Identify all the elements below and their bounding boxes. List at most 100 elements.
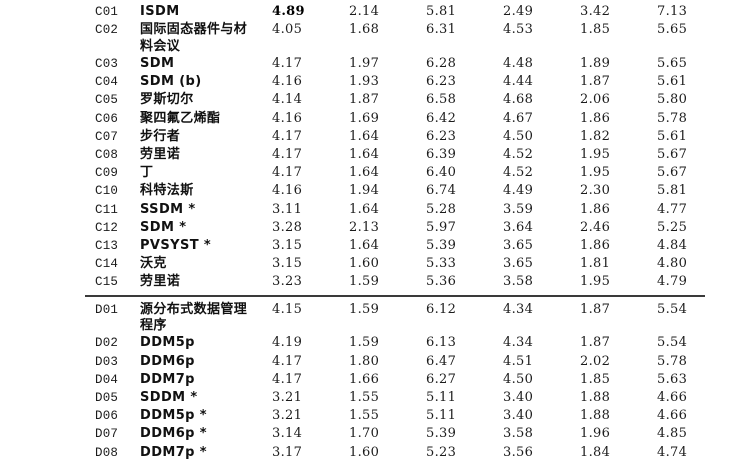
row-value: 5.80 <box>657 92 688 108</box>
row-value: 5.97 <box>426 219 457 235</box>
table-row: D03 DDM6p 4.17 1.80 6.47 4.51 2.02 5.78 <box>85 353 705 371</box>
table-row: C01 ISDM 4.89 2.14 5.81 2.49 3.42 7.13 <box>85 3 705 21</box>
row-value: 6.12 <box>426 301 457 317</box>
row-value: 2.46 <box>580 219 611 235</box>
row-value: 5.39 <box>426 238 457 254</box>
row-code: D05 <box>95 391 119 406</box>
table-row: D06 DDM5p * 3.21 1.55 5.11 3.40 1.88 4.66 <box>85 407 705 425</box>
row-value: 5.78 <box>657 110 688 126</box>
table-row: C08 劳里诺 4.17 1.64 6.39 4.52 1.95 5.67 <box>85 146 705 164</box>
row-code: D07 <box>95 427 119 442</box>
row-code: D04 <box>95 372 119 387</box>
table-row: C09 丁 4.17 1.64 6.40 4.52 1.95 5.67 <box>85 164 705 182</box>
row-value: 3.58 <box>503 426 534 442</box>
table-row: C06 聚四氟乙烯酯 4.16 1.69 6.42 4.67 1.86 5.78 <box>85 110 705 128</box>
row-value: 1.55 <box>349 390 380 406</box>
row-value: 3.64 <box>503 219 534 235</box>
row-value: 1.95 <box>580 165 611 181</box>
row-value: 5.67 <box>657 165 688 181</box>
row-name: DDM7p * <box>140 444 207 460</box>
row-value: 1.59 <box>349 274 380 290</box>
row-value: 5.36 <box>426 274 457 290</box>
row-value: 1.96 <box>580 426 611 442</box>
row-value: 1.87 <box>580 335 611 351</box>
row-value: 2.30 <box>580 183 611 199</box>
row-value: 1.55 <box>349 408 380 424</box>
row-code: C02 <box>95 23 119 38</box>
table-row: C14 沃克 3.15 1.60 5.33 3.65 1.81 4.80 <box>85 255 705 273</box>
row-value: 5.54 <box>657 335 688 351</box>
row-name: DDM5p * <box>140 408 207 424</box>
row-value: 1.95 <box>580 147 611 163</box>
table-row: C05 罗斯切尔 4.14 1.87 6.58 4.68 2.06 5.80 <box>85 91 705 109</box>
table-row: D02 DDM5p 4.19 1.59 6.13 4.34 1.87 5.54 <box>85 334 705 352</box>
row-value: 7.13 <box>657 4 688 19</box>
row-value: 1.85 <box>580 22 611 38</box>
row-value: 4.17 <box>272 165 303 181</box>
row-value: 3.17 <box>272 444 303 460</box>
table-row: D04 DDM7p 4.17 1.66 6.27 4.50 1.85 5.63 <box>85 371 705 389</box>
row-value: 3.42 <box>580 4 611 19</box>
row-value: 4.34 <box>503 301 534 317</box>
row-value: 3.28 <box>272 219 303 235</box>
row-value: 4.52 <box>503 165 534 181</box>
row-value: 1.86 <box>580 201 611 217</box>
row-value: 3.40 <box>503 408 534 424</box>
row-value: 1.64 <box>349 165 380 181</box>
row-value: 3.23 <box>272 274 303 290</box>
row-value: 5.63 <box>657 371 688 387</box>
row-value: 4.49 <box>503 183 534 199</box>
row-name: SDM (b) <box>140 74 202 90</box>
row-name: 劳里诺 <box>140 147 181 163</box>
row-code: D03 <box>95 354 119 369</box>
row-name: DDM6p * <box>140 426 207 442</box>
row-value: 4.85 <box>657 426 688 442</box>
row-value: 1.89 <box>580 56 611 72</box>
row-name: 国际固态器件与材料会议 <box>140 22 248 54</box>
row-code: C14 <box>95 257 119 272</box>
row-value: 4.50 <box>503 128 534 144</box>
row-code: C03 <box>95 57 119 72</box>
table-row: D07 DDM6p * 3.14 1.70 5.39 3.58 1.96 4.85 <box>85 425 705 443</box>
section-divider-line <box>85 294 705 297</box>
row-value: 4.67 <box>503 110 534 126</box>
row-value: 1.86 <box>580 110 611 126</box>
row-value: 1.60 <box>349 256 380 272</box>
row-value: 4.80 <box>657 256 688 272</box>
row-code: D01 <box>95 302 119 317</box>
table-row: C07 步行者 4.17 1.64 6.23 4.50 1.82 5.61 <box>85 128 705 146</box>
row-value: 6.58 <box>426 92 457 108</box>
row-value: 5.67 <box>657 147 688 163</box>
row-value: 2.49 <box>503 4 534 19</box>
table-row: C15 劳里诺 3.23 1.59 5.36 3.58 1.95 4.79 <box>85 273 705 291</box>
row-name: SDDM * <box>140 390 198 406</box>
row-value: 5.65 <box>657 56 688 72</box>
row-value: 4.17 <box>272 353 303 369</box>
row-value: 1.64 <box>349 238 380 254</box>
row-value: 3.15 <box>272 256 303 272</box>
row-code: C08 <box>95 148 119 163</box>
row-code: C10 <box>95 184 119 199</box>
row-value: 5.11 <box>426 390 457 406</box>
row-value: 5.11 <box>426 408 457 424</box>
row-value: 1.69 <box>349 110 380 126</box>
row-value: 6.13 <box>426 335 457 351</box>
row-value: 3.65 <box>503 238 534 254</box>
row-value: 1.88 <box>580 390 611 406</box>
row-value: 5.61 <box>657 128 688 144</box>
row-value: 6.28 <box>426 56 457 72</box>
row-value: 1.86 <box>580 238 611 254</box>
row-value: 3.15 <box>272 238 303 254</box>
row-value: 1.84 <box>580 444 611 460</box>
row-name: DDM5p <box>140 335 195 351</box>
row-value: 4.44 <box>503 74 534 90</box>
row-value: 4.16 <box>272 74 303 90</box>
row-value: 5.33 <box>426 256 457 272</box>
row-value: 4.15 <box>272 301 303 317</box>
row-value: 3.14 <box>272 426 303 442</box>
row-name: DDM7p <box>140 371 195 387</box>
row-value: 1.88 <box>580 408 611 424</box>
row-name: 罗斯切尔 <box>140 92 194 108</box>
row-value: 1.87 <box>580 74 611 90</box>
row-value: 1.87 <box>580 301 611 317</box>
